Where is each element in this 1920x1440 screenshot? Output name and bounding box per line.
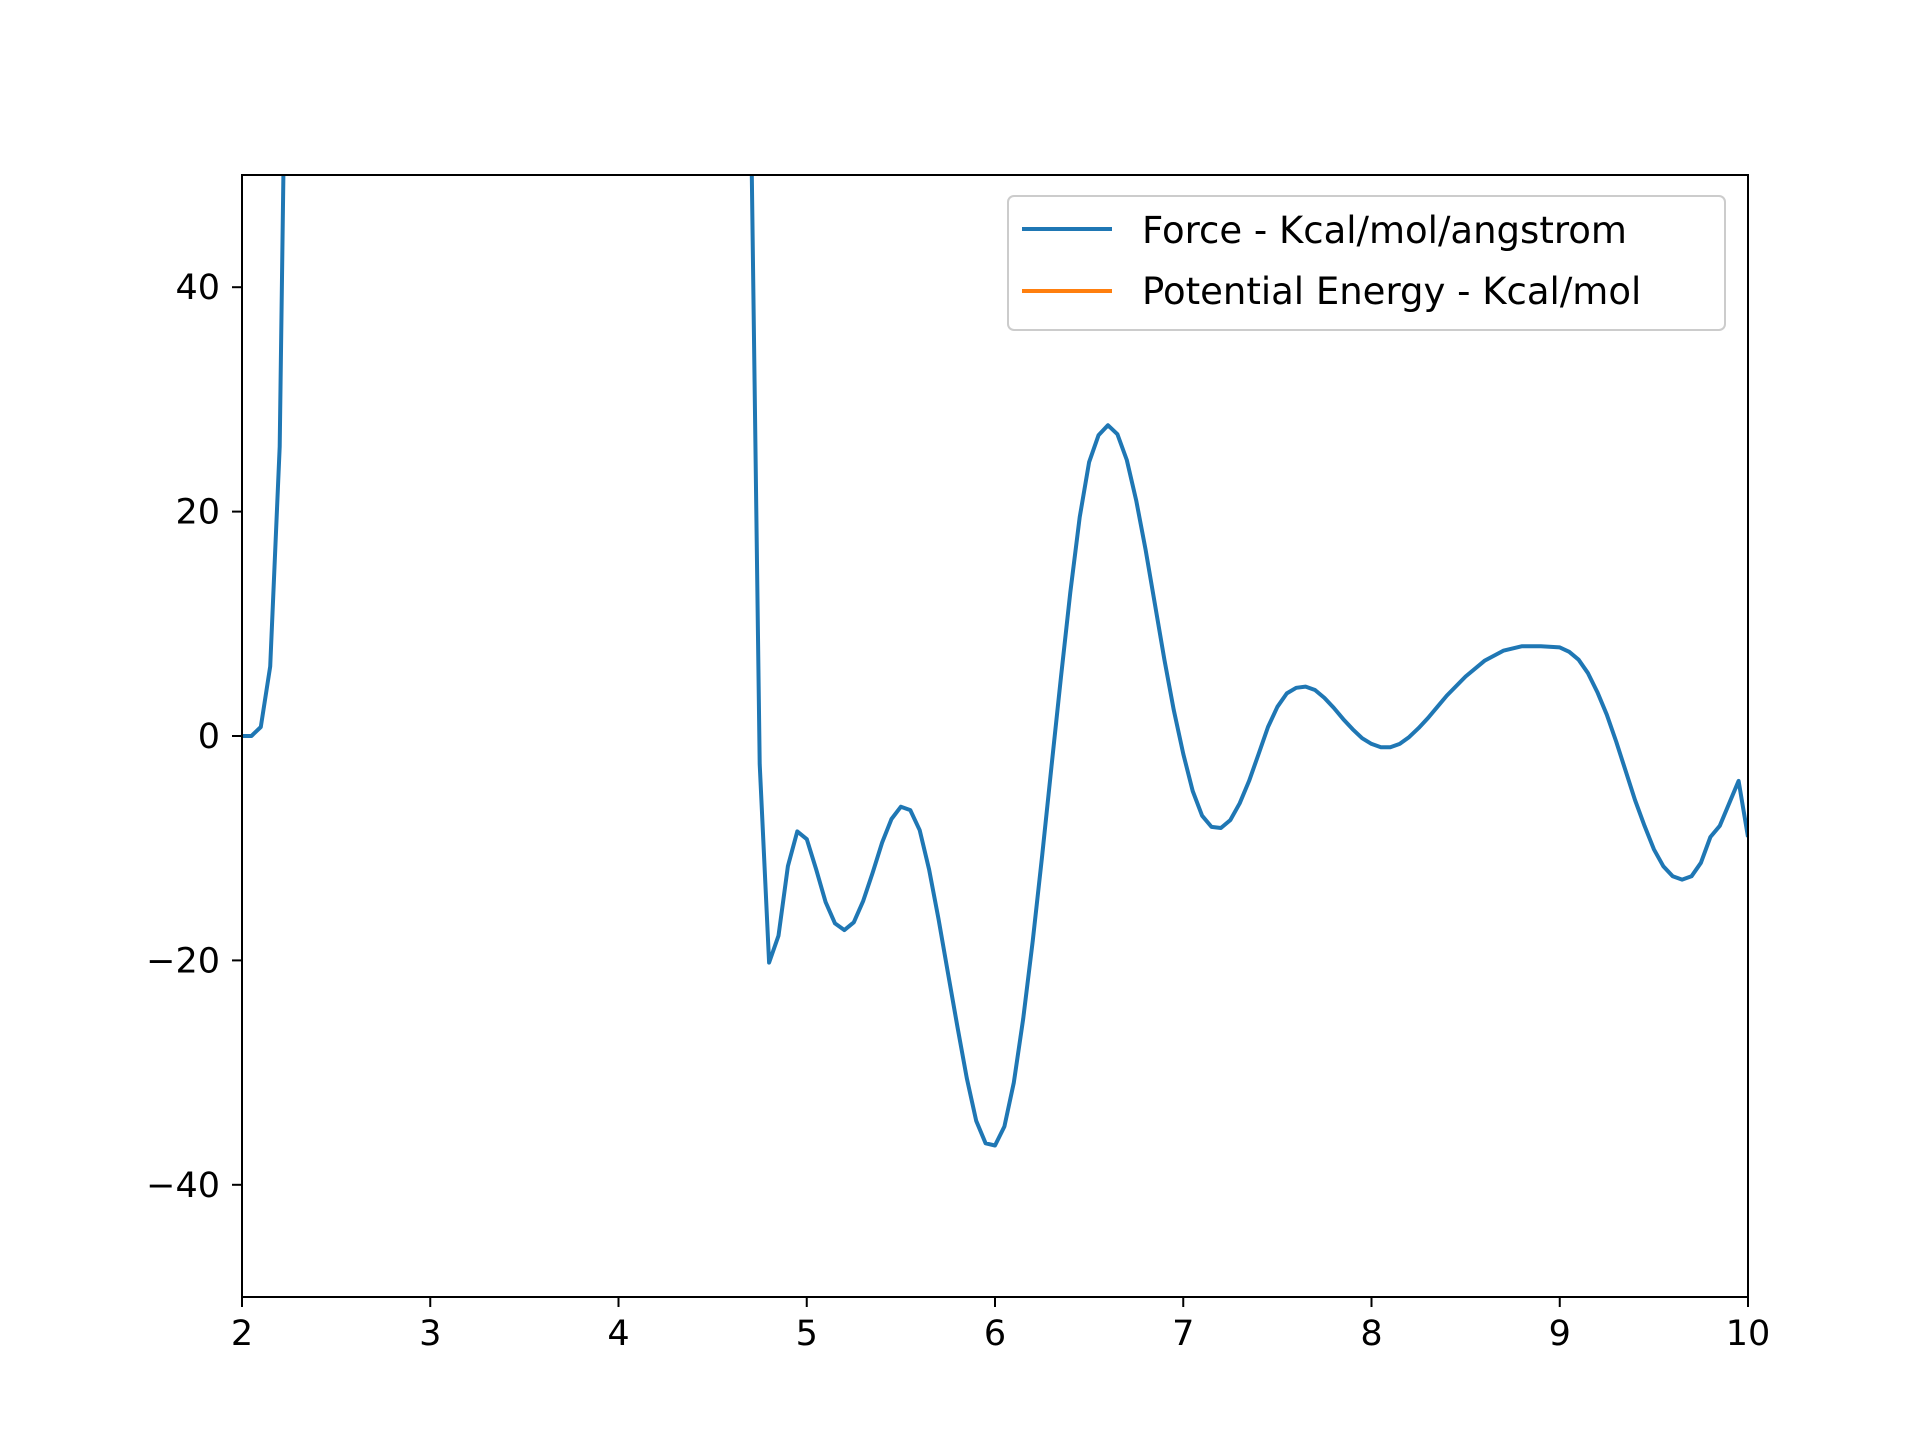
x-tick-label: 2 xyxy=(231,1314,253,1354)
y-axis: −40 −20 0 20 40 xyxy=(146,268,242,1206)
x-tick-label: 10 xyxy=(1726,1314,1771,1354)
x-tick-label: 5 xyxy=(796,1314,818,1354)
legend-label-force: Force - Kcal/mol/angstrom xyxy=(1142,209,1627,252)
plot-area xyxy=(242,175,1748,1297)
x-tick-label: 3 xyxy=(419,1314,441,1354)
y-tick-label: −40 xyxy=(146,1166,220,1206)
legend-box xyxy=(1007,195,1726,331)
y-tick-label: −20 xyxy=(146,941,220,981)
x-tick-label: 4 xyxy=(607,1314,629,1354)
series-line-0 xyxy=(242,175,1748,1148)
y-tick-label: 0 xyxy=(198,717,220,757)
x-tick-label: 8 xyxy=(1360,1314,1382,1354)
series-layer xyxy=(242,175,1748,1148)
x-tick-label: 9 xyxy=(1549,1314,1571,1354)
x-tick-label: 7 xyxy=(1172,1314,1194,1354)
x-tick-label: 6 xyxy=(984,1314,1006,1354)
legend-label-potential-energy: Potential Energy - Kcal/mol xyxy=(1142,270,1641,313)
x-axis: 2 3 4 5 6 7 8 9 10 xyxy=(231,1297,1770,1354)
y-tick-label: 20 xyxy=(175,493,220,533)
y-tick-label: 40 xyxy=(175,268,220,308)
legend: Force - Kcal/mol/angstrom Potential Ener… xyxy=(1007,195,1726,331)
